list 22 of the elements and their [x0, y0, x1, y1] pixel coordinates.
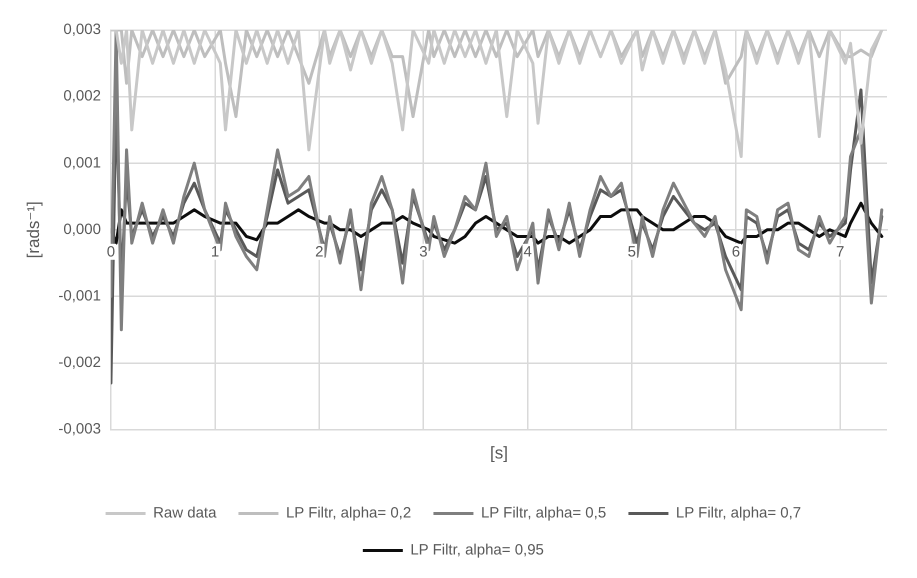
x-tick-label: 6: [732, 243, 740, 260]
x-tick-label: 4: [523, 243, 532, 260]
y-tick-label: 0,003: [63, 21, 101, 38]
legend-label: LP Filtr, alpha= 0,7: [676, 504, 802, 522]
x-tick-label: 7: [836, 243, 844, 260]
y-axis-title: [rads⁻¹]: [24, 201, 43, 258]
y-tick-label: -0,002: [58, 354, 101, 372]
x-tick-label: 2: [315, 243, 324, 260]
legend-label: LP Filtr, alpha= 0,5: [480, 504, 606, 522]
y-tick-label: 0,001: [63, 154, 101, 172]
x-tick-label: 3: [419, 243, 428, 260]
x-tick-label: 5: [628, 243, 636, 260]
legend-label: LP Filtr, alpha= 0,95: [410, 542, 544, 559]
x-tick-label: 1: [210, 243, 220, 260]
y-tick-label: 0,000: [63, 220, 101, 238]
x-tick-label: 0: [106, 243, 116, 260]
y-tick-label: -0,001: [58, 288, 101, 305]
y-tick-label: 0,002: [63, 88, 101, 105]
legend-label: LP Filtr, alpha= 0,2: [286, 504, 412, 522]
y-tick-label: -0,003: [58, 420, 101, 438]
x-axis-title: [s]: [490, 443, 508, 462]
legend-label: Raw data: [153, 504, 218, 522]
